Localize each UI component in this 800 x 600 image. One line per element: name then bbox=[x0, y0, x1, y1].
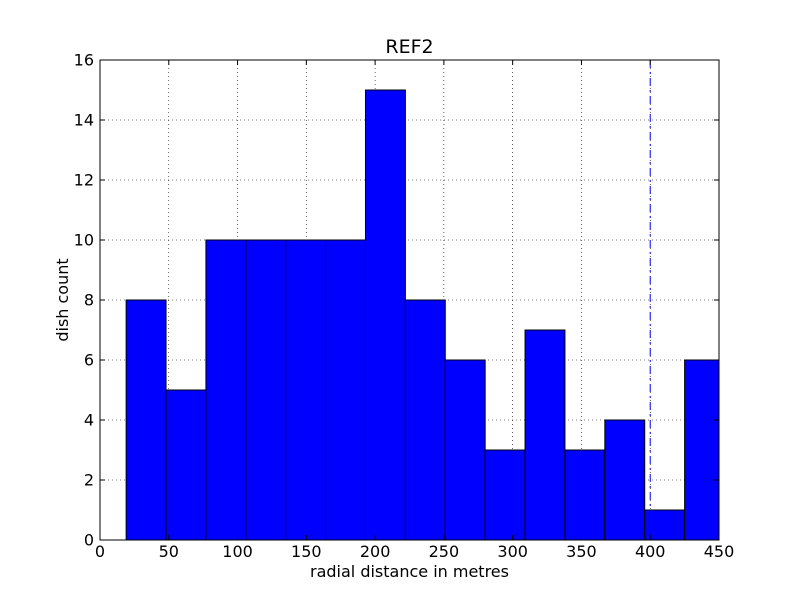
bar-2 bbox=[205, 239, 247, 541]
bar-12 bbox=[604, 419, 646, 541]
y-tick-label-0: 0 bbox=[84, 531, 94, 550]
y-tick-label-5: 10 bbox=[74, 231, 94, 250]
bar-11 bbox=[564, 449, 606, 541]
y-tick-label-4: 8 bbox=[84, 291, 94, 310]
y-axis-label: dish count bbox=[53, 258, 72, 341]
bar-7 bbox=[404, 299, 446, 541]
y-tick-label-3: 6 bbox=[84, 351, 94, 370]
x-tick-label-7: 350 bbox=[566, 542, 597, 561]
x-tick-label-9: 450 bbox=[704, 542, 735, 561]
x-tick-label-2: 100 bbox=[222, 542, 253, 561]
axis-ticks bbox=[99, 59, 720, 541]
bar-8 bbox=[444, 359, 486, 541]
bar-14 bbox=[684, 359, 720, 541]
bars bbox=[125, 89, 720, 541]
x-axis-label: radial distance in metres bbox=[310, 562, 509, 581]
x-tick-label-4: 200 bbox=[360, 542, 391, 561]
x-tick-label-3: 150 bbox=[291, 542, 322, 561]
bar-1 bbox=[165, 389, 207, 541]
y-tick-label-6: 12 bbox=[74, 171, 94, 190]
chart-title: REF2 bbox=[385, 36, 433, 58]
bar-6 bbox=[364, 89, 406, 541]
bar-3 bbox=[245, 239, 287, 541]
x-tick-label-1: 50 bbox=[159, 542, 179, 561]
bar-4 bbox=[285, 239, 327, 541]
x-tick-label-0: 0 bbox=[95, 542, 105, 561]
bar-0 bbox=[125, 299, 167, 541]
x-tick-label-6: 300 bbox=[497, 542, 528, 561]
bar-10 bbox=[524, 329, 566, 541]
y-tick-label-1: 2 bbox=[84, 471, 94, 490]
bar-5 bbox=[325, 239, 366, 541]
y-tick-label-2: 4 bbox=[84, 411, 94, 430]
bar-9 bbox=[484, 449, 526, 541]
x-tick-label-5: 250 bbox=[429, 542, 460, 561]
y-tick-label-8: 16 bbox=[74, 51, 94, 70]
x-tick-label-8: 400 bbox=[635, 542, 666, 561]
tick-labels: 0 50 100 150 200 250 300 350 400 450 0 2 4 6 8 10 12 14 16 bbox=[74, 51, 735, 562]
y-tick-label-7: 14 bbox=[74, 111, 94, 130]
